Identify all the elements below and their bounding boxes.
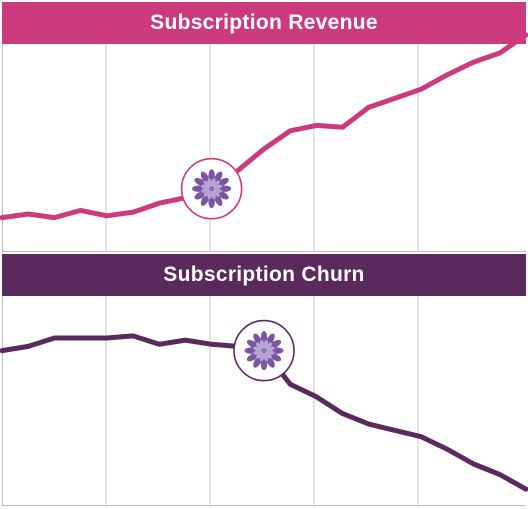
churn-chart: [0, 296, 528, 506]
churn-title: Subscription Churn: [2, 254, 526, 296]
revenue-panel: Subscription Revenue: [0, 2, 528, 252]
revenue-series-line: [0, 32, 528, 221]
churn-flower-icon: [233, 319, 295, 382]
churn-panel: Subscription Churn: [0, 254, 528, 506]
revenue-title: Subscription Revenue: [2, 2, 526, 44]
revenue-flower-icon: [180, 157, 243, 220]
revenue-chart: [0, 32, 528, 252]
